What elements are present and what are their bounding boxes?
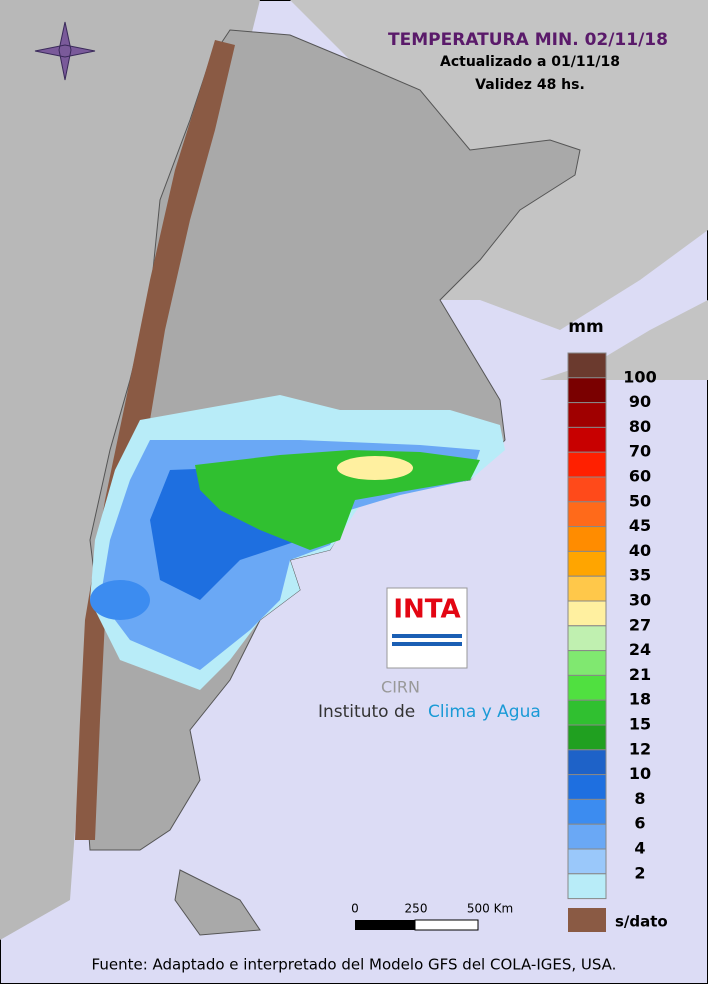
updated: Actualizado a 01/11/18 xyxy=(440,54,620,70)
legend-label: 50 xyxy=(629,491,651,510)
legend-label: 12 xyxy=(629,739,651,758)
validity: Validez 48 hs. xyxy=(475,77,585,93)
tierra-del-fuego xyxy=(174,869,261,936)
legend-label: 10 xyxy=(629,764,651,783)
legend-swatch xyxy=(567,873,607,900)
scale-bar xyxy=(414,919,479,931)
nodata-label: s/dato xyxy=(615,913,668,931)
legend-swatch xyxy=(567,426,607,453)
logo-inta: INTA xyxy=(393,595,460,625)
legend-swatch xyxy=(567,848,607,875)
legend-label: 21 xyxy=(629,665,651,684)
legend-swatch xyxy=(567,724,607,751)
legend-swatch xyxy=(567,575,607,602)
scale-label: 500 Km xyxy=(467,902,513,916)
legend-label: 24 xyxy=(629,640,651,659)
title: TEMPERATURA MIN. 02/11/18 xyxy=(388,30,668,50)
legend-swatch xyxy=(567,650,607,676)
legend-swatch xyxy=(567,501,607,528)
uruguay-land xyxy=(540,300,708,380)
legend-label: 40 xyxy=(629,541,651,560)
legend-label: 80 xyxy=(629,417,651,436)
legend-swatch xyxy=(567,451,607,478)
logo-line xyxy=(392,642,462,646)
field-8 xyxy=(90,580,150,620)
legend-swatch xyxy=(567,774,607,800)
legend-label: 27 xyxy=(629,615,651,634)
legend-label: 60 xyxy=(629,467,651,486)
legend-swatch xyxy=(567,625,607,652)
legend-unit: mm xyxy=(568,317,603,337)
legend-swatch xyxy=(567,550,607,577)
legend-label: 90 xyxy=(629,392,651,411)
legend-label: 18 xyxy=(629,690,651,709)
footer: Fuente: Adaptado e interpretado del Mode… xyxy=(92,956,617,974)
field-18 xyxy=(195,450,480,550)
legend-swatch xyxy=(567,674,607,701)
logo-cirn: CIRN xyxy=(381,678,420,697)
chile-land xyxy=(0,0,260,940)
field-30 xyxy=(337,456,413,480)
institute-name: Instituto de xyxy=(318,702,415,722)
legend: 100 90 80 70 60 50 45 40 35 30 27 24 21 18 15 12 10 8 6 4 2 xyxy=(567,352,657,900)
legend-swatch xyxy=(567,352,607,379)
legend-swatch xyxy=(567,600,607,627)
nodata-strip xyxy=(75,40,235,840)
scale-label: 0 xyxy=(351,902,359,916)
legend-label: 45 xyxy=(629,516,651,535)
institute-highlight: Clima y Agua xyxy=(428,702,541,722)
legend-swatch xyxy=(567,402,607,428)
scale-label: 250 xyxy=(405,902,428,916)
legend-label: 6 xyxy=(634,814,645,833)
logo-line xyxy=(392,634,462,638)
legend-label: 15 xyxy=(629,715,651,734)
legend-label: 8 xyxy=(634,789,645,808)
legend-label: 70 xyxy=(629,442,651,461)
legend-swatch xyxy=(567,526,607,552)
legend-swatch xyxy=(567,823,607,850)
legend-swatch xyxy=(567,798,607,825)
legend-label: 35 xyxy=(629,566,651,585)
legend-label: 100 xyxy=(623,367,656,386)
legend-swatch xyxy=(567,476,607,503)
scale-bar xyxy=(355,920,415,930)
legend-label: 2 xyxy=(634,863,645,882)
legend-label: 4 xyxy=(634,839,645,858)
compass xyxy=(34,21,96,81)
legend-swatch xyxy=(567,749,607,776)
nodata-swatch xyxy=(568,908,606,932)
legend-label: 30 xyxy=(629,591,651,610)
logo-box xyxy=(386,587,468,669)
legend-swatch xyxy=(567,377,607,404)
legend-swatch xyxy=(567,699,607,726)
